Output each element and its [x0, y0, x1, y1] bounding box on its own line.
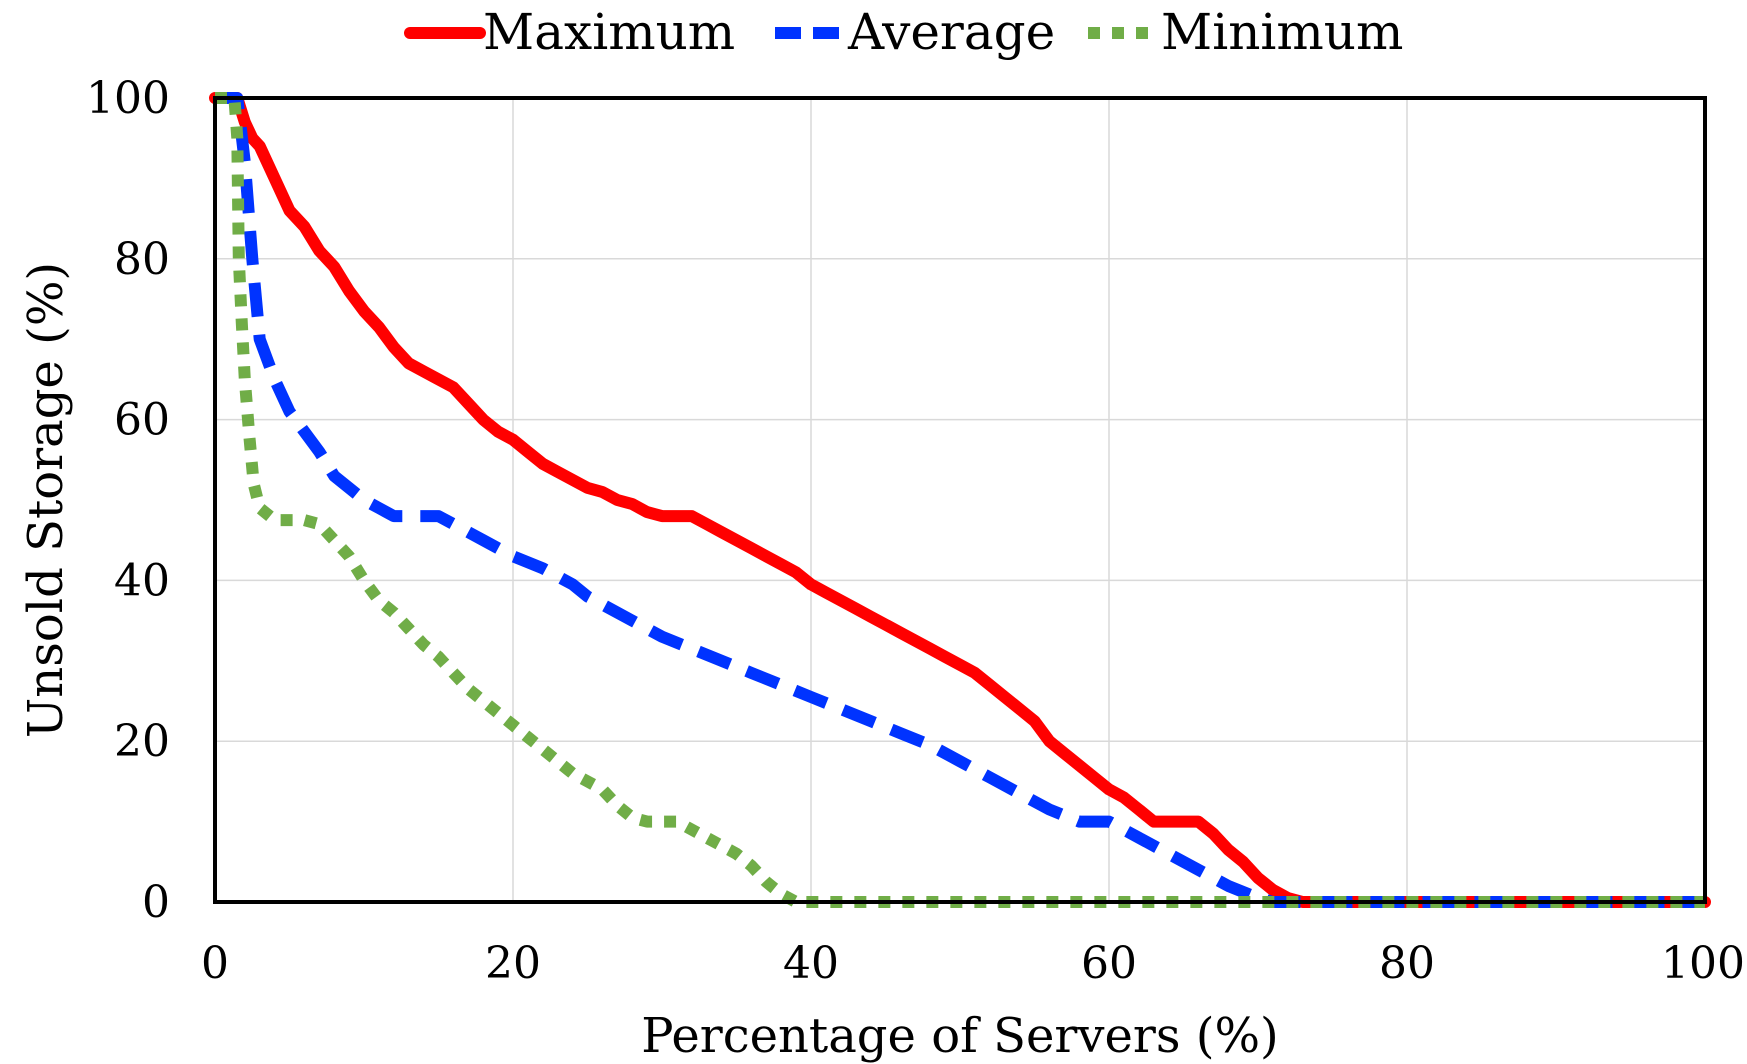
y-tick-label: 100: [86, 73, 170, 124]
grid-lines: [214, 97, 1706, 903]
x-axis-label: Percentage of Servers (%): [641, 1008, 1279, 1064]
legend-label-maximum: Maximum: [483, 3, 735, 61]
series-line-average: [215, 92, 1705, 908]
x-tick-label: 40: [783, 938, 839, 989]
x-tick-label: 60: [1081, 938, 1137, 989]
y-tick-label: 80: [114, 234, 170, 285]
legend-label-minimum: Minimum: [1161, 3, 1403, 61]
x-tick-label: 0: [201, 938, 229, 989]
x-tick-label: 80: [1379, 938, 1435, 989]
legend-label-average: Average: [847, 3, 1055, 61]
y-axis-label: Unsold Storage (%): [18, 262, 74, 738]
x-tick-label: 100: [1661, 938, 1745, 989]
plot-area-frame: [213, 96, 1707, 904]
series-line-minimum: [215, 92, 1705, 908]
series-lines: [209, 92, 1711, 908]
y-tick-label: 40: [114, 555, 170, 606]
legend: Maximum Average Minimum: [404, 3, 1403, 61]
y-tick-label: 20: [114, 716, 170, 767]
x-axis-tick-labels: 0 20 40 60 80 100: [201, 938, 1745, 989]
y-tick-label: 60: [114, 395, 170, 446]
y-axis-tick-labels: 0 20 40 60 80 100: [86, 73, 170, 928]
x-tick-label: 20: [485, 938, 541, 989]
series-line-maximum: [209, 92, 1711, 908]
y-tick-label: 0: [142, 877, 170, 928]
